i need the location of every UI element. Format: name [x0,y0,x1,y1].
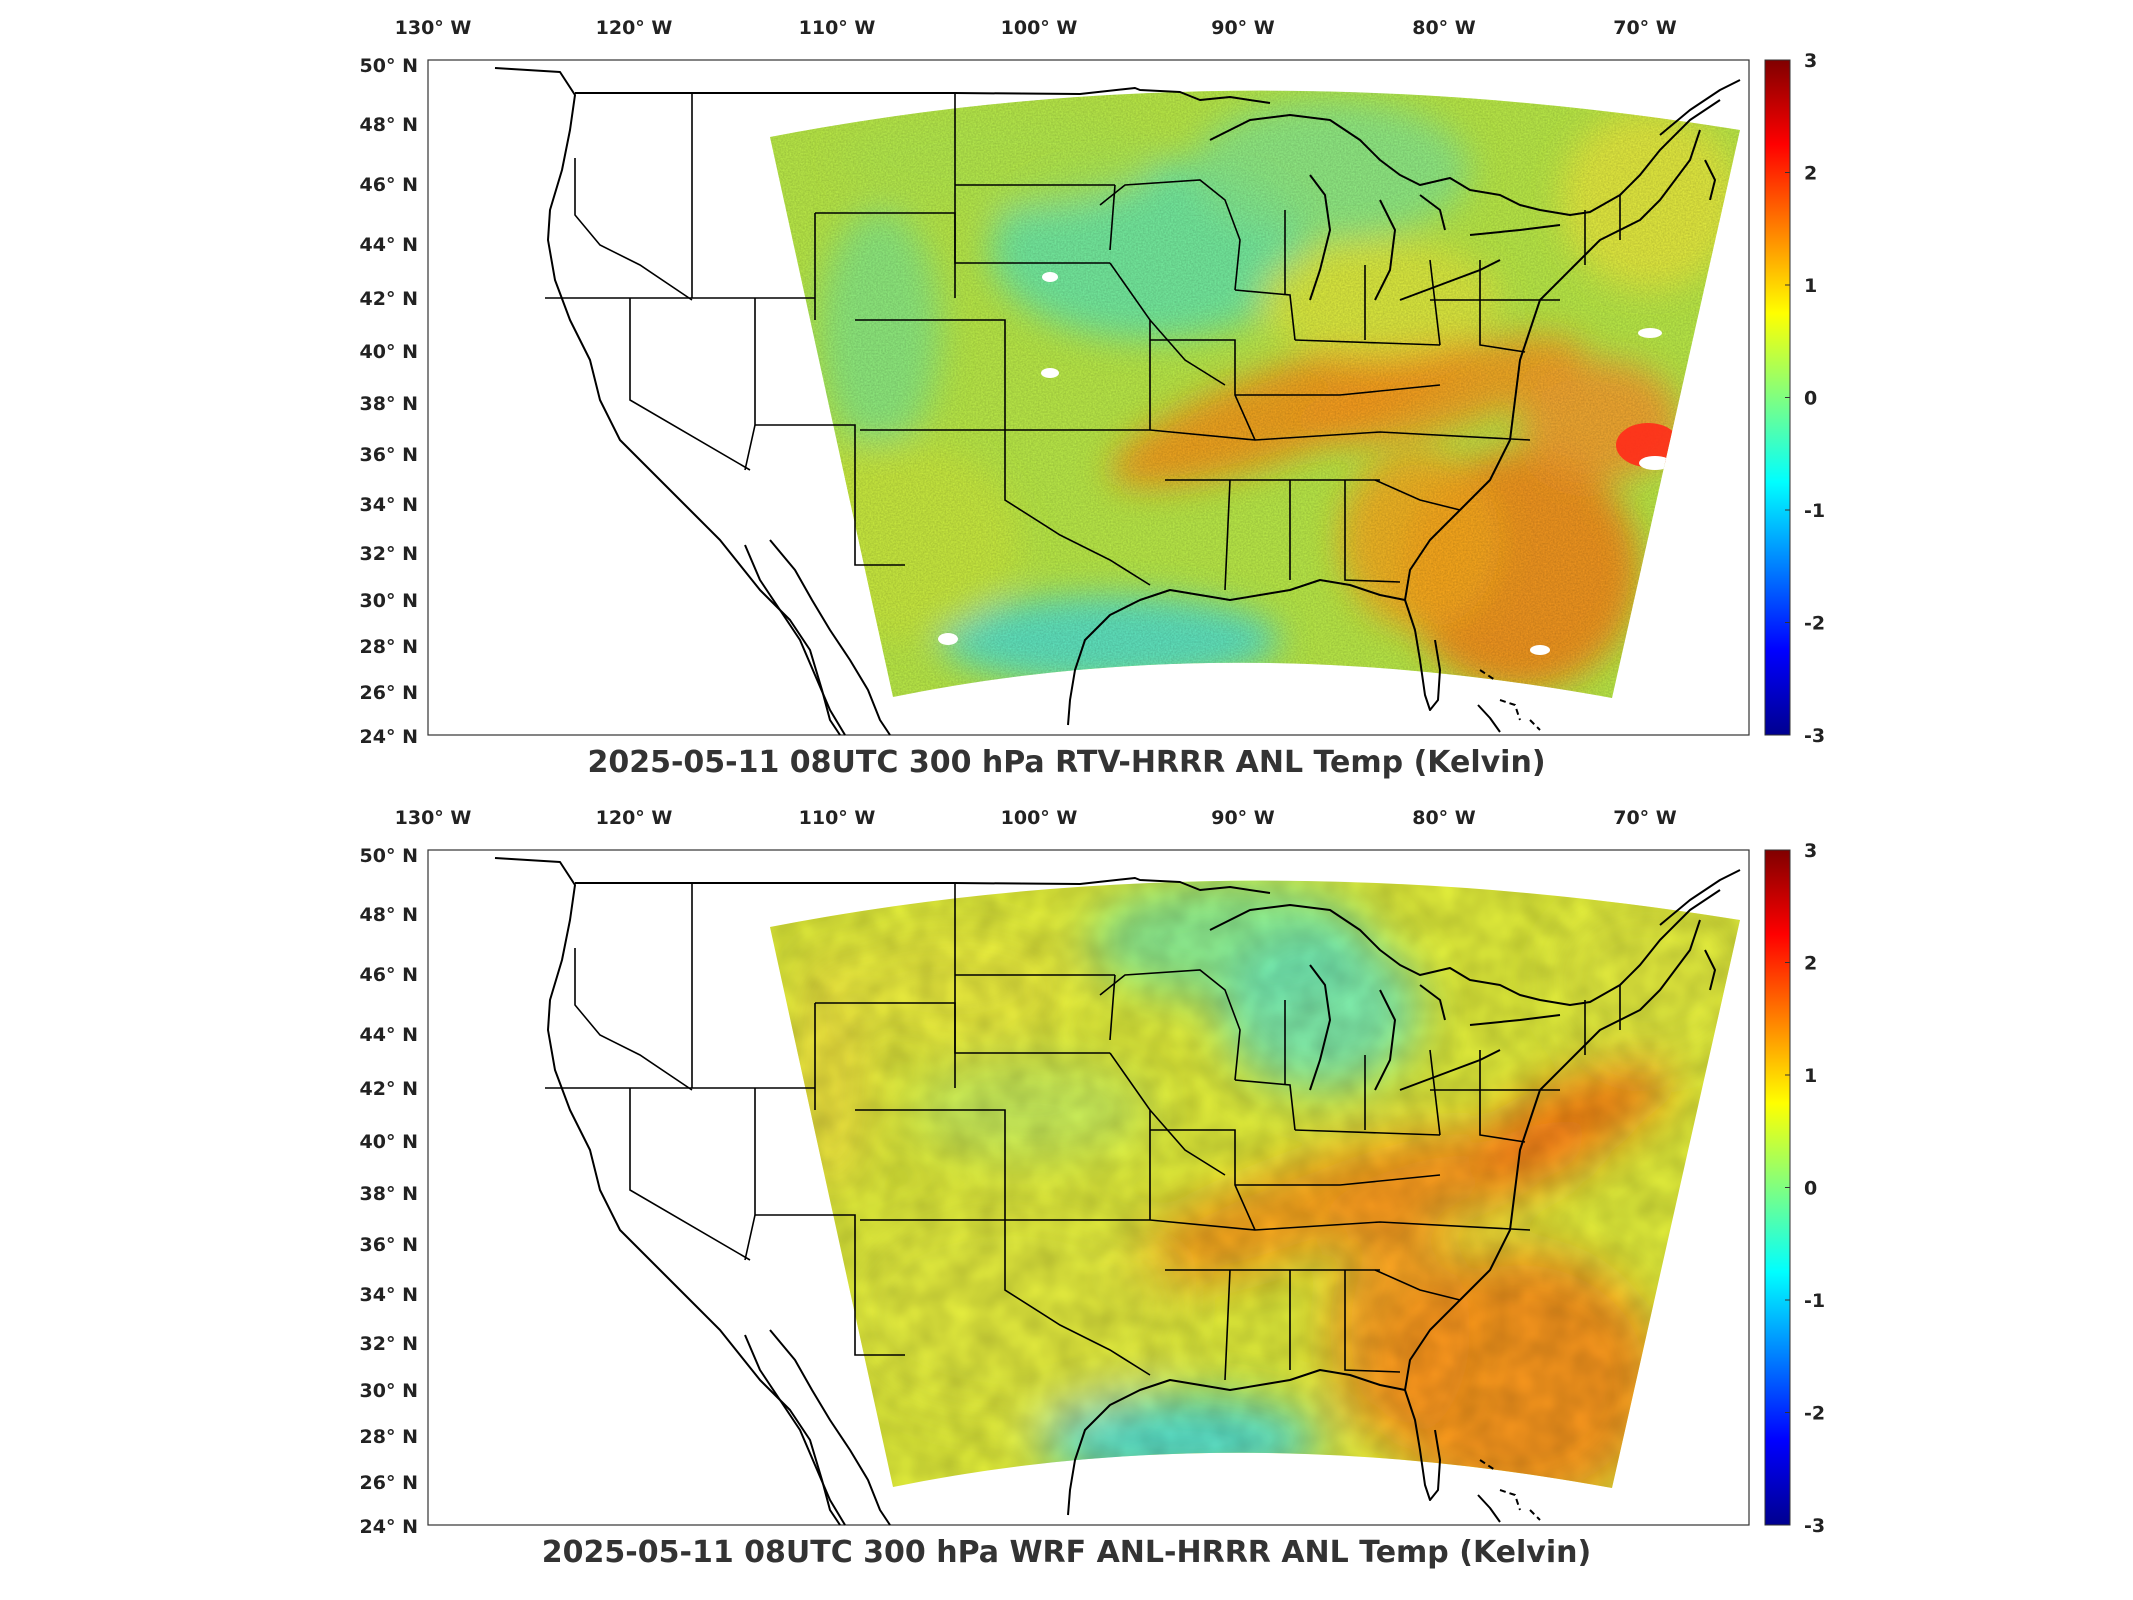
map-panel-rtv: 130° W 120° W 110° W 100° W 90° W 80° W 70° W 5… [360,17,1826,748]
coastlines-and-borders [494,857,1741,1526]
panel-rtv: 130° W 120° W 110° W 100° W 90° W 80° W 70° W 5… [0,0,2133,790]
lat-tick-label: 46° N [360,174,418,196]
lon-tick-label: 130° W [395,17,472,39]
lon-tick-label: 90° W [1211,807,1275,829]
lat-tick-label: 28° N [360,1426,418,1448]
colorbar-tick-label: -3 [1804,1515,1825,1537]
lon-tick-label: 130° W [395,807,472,829]
lat-tick-label: 30° N [360,590,418,612]
lat-tick-label: 32° N [360,1333,418,1355]
colorbar-tick-label: 0 [1804,388,1817,410]
lat-tick-label: 48° N [360,114,418,136]
map-panel-wrf: 130° W 120° W 110° W 100° W 90° W 80° W 70° W 5… [360,807,1826,1538]
colorbar-tick-label: 1 [1804,1065,1817,1087]
lat-tick-label: 42° N [360,1078,418,1100]
lon-tick-label: 110° W [799,17,876,39]
lon-tick-label: 110° W [799,807,876,829]
colorbar-tick-label: 3 [1804,50,1817,72]
lat-tick-label: 26° N [360,682,418,704]
lon-tick-label: 90° W [1211,17,1275,39]
colorbar-tick-label: 2 [1804,163,1817,185]
colorbar-tick-label: 2 [1804,953,1817,975]
lon-tick-label: 80° W [1412,807,1476,829]
lon-tick-label: 70° W [1613,17,1677,39]
panel-title: 2025-05-11 08UTC 300 hPa WRF ANL-HRRR AN… [541,1535,1592,1570]
lat-tick-label: 44° N [360,234,418,256]
colorbar-tick-label: 0 [1804,1178,1817,1200]
lat-tick-label: 38° N [360,393,418,415]
lat-tick-label: 50° N [360,845,418,867]
state-borders [545,93,1621,591]
colorbar-tick-label: 3 [1804,840,1817,862]
lat-tick-label: 40° N [360,341,418,363]
lat-tick-label: 38° N [360,1183,418,1205]
colorbar-tick-label: -3 [1804,725,1825,747]
lat-tick-label: 24° N [360,1516,418,1538]
lon-tick-label: 120° W [596,17,673,39]
lat-tick-label: 26° N [360,1472,418,1494]
lon-tick-label: 120° W [596,807,673,829]
lat-tick-label: 40° N [360,1131,418,1153]
colorbar-tick-label: -1 [1804,1290,1825,1312]
lon-tick-label: 100° W [1001,807,1078,829]
lat-tick-label: 50° N [360,55,418,77]
temperature-difference-field [770,90,1740,699]
lat-tick-label: 36° N [360,1234,418,1256]
lat-tick-label: 34° N [360,494,418,516]
lat-tick-label: 32° N [360,543,418,565]
lat-tick-label: 36° N [360,444,418,466]
lon-tick-label: 80° W [1412,17,1476,39]
panel-title: 2025-05-11 08UTC 300 hPa RTV-HRRR ANL Te… [587,745,1546,780]
lat-tick-label: 48° N [360,904,418,926]
lat-tick-label: 24° N [360,726,418,748]
lon-tick-label: 100° W [1001,17,1078,39]
colorbar-tick-label: 1 [1804,275,1817,297]
state-borders [545,883,1621,1381]
lat-tick-label: 42° N [360,288,418,310]
lat-tick-label: 44° N [360,1024,418,1046]
lat-tick-label: 28° N [360,636,418,658]
lon-tick-label: 70° W [1613,807,1677,829]
panel-wrf: 130° W 120° W 110° W 100° W 90° W 80° W 70° W 5… [0,787,2133,1600]
lat-tick-label: 46° N [360,964,418,986]
colorbar-tick-label: -2 [1804,613,1825,635]
colorbar-tick-label: -1 [1804,500,1825,522]
coastlines-and-borders [494,67,1741,736]
lat-tick-label: 34° N [360,1284,418,1306]
lat-tick-label: 30° N [360,1380,418,1402]
colorbar-tick-label: -2 [1804,1403,1825,1425]
